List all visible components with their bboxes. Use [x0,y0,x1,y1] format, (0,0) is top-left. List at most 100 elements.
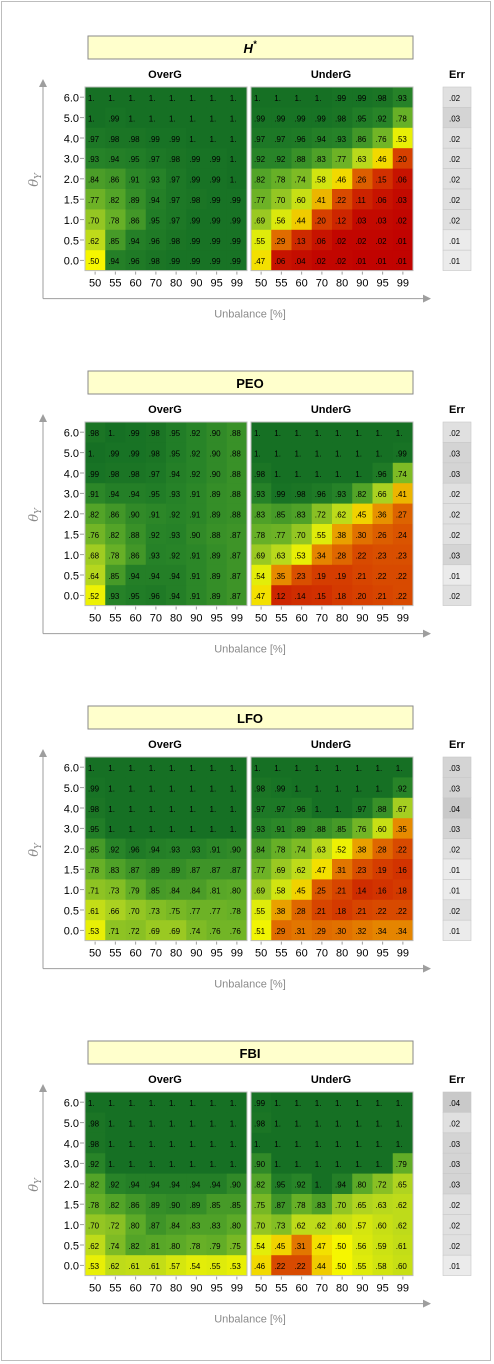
heatmap-cell [186,838,207,860]
heatmap-cell-value: .30 [335,927,347,936]
heatmap-block: PEO OverG UnderG Err θY 6.0 .98 1. .99 .98 .95 .92.… [27,370,472,656]
heatmap-cell-value: 1. [355,1160,362,1169]
heatmap-cell-value: .91 [149,511,161,520]
y-tick-label: 6.0 [64,1098,79,1110]
chart-title: FBI [240,1046,261,1061]
heatmap-cell [352,127,373,149]
heatmap-cell-value: .97 [149,155,161,164]
heatmap-cell [352,879,373,901]
heatmap-cell [332,87,353,108]
y-axis-label: θY [27,507,44,522]
heatmap-cell-value: .96 [376,470,388,479]
err-cell-value: .03 [449,1160,461,1169]
x-tick-label: 90 [356,278,368,290]
heatmap-cell-value: .88 [129,531,141,540]
heatmap-cell-value: .92 [189,470,201,479]
heatmap-cell [85,797,106,819]
heatmap-cell-value: .78 [108,216,120,225]
heatmap-cell-value: .80 [230,1221,242,1230]
heatmap-cell-value: .83 [254,511,266,520]
heatmap-cell-value: 1. [335,449,342,458]
heatmap-cell-value: .96 [149,237,161,246]
err-cell-value: .02 [449,155,461,164]
heatmap-cell-value: .38 [355,846,367,855]
heatmap-cell-value: .63 [274,551,286,560]
heatmap-cell-value: .69 [169,927,181,936]
heatmap-cell-value: .98 [189,196,201,205]
heatmap-cell-value: .97 [274,805,286,814]
heatmap-cell-value: .76 [88,531,100,540]
heatmap-cell-value: .95 [149,490,161,499]
heatmap-cell-value: .63 [376,1201,388,1210]
heatmap-cell-value: .73 [274,1221,286,1230]
heatmap-cell [105,838,126,860]
heatmap-cell-value: .85 [108,237,120,246]
heatmap-cell [311,107,333,129]
heatmap-cell-value: .99 [230,237,242,246]
y-tick-label: 0.5 [64,235,79,247]
heatmap-cell-value: .78 [88,866,100,875]
heatmap-cell-value: .81 [210,886,222,895]
heatmap-cell-value: .99 [129,449,141,458]
x-tick-label: 95 [377,278,389,290]
heatmap-cell-value: .99 [210,216,222,225]
heatmap-block: FBI OverG UnderG Err θY 6.0 1. 1. 1. 1. 1. 1. 1. 1. .9… [27,1040,472,1326]
heatmap-cell [105,1132,126,1154]
heatmap-cell [392,1173,414,1195]
heatmap-cell [125,1234,147,1256]
err-cell-value: .02 [449,490,461,499]
heatmap-cell [311,148,333,169]
heatmap-cell [311,1234,333,1256]
heatmap-cell-value: 1. [254,764,261,773]
heatmap-cell-value: .89 [149,866,161,875]
heatmap-cell [226,899,248,921]
heatmap-cell-value: 1. [149,1140,156,1149]
heatmap-cell [392,442,414,464]
panel-label-underg: UnderG [311,69,351,81]
heatmap-cell [166,1112,187,1134]
heatmap-cell [226,229,248,251]
heatmap-cell [372,585,394,606]
heatmap-cell [166,1092,187,1113]
y-axis-label: θY [27,1177,44,1192]
heatmap-cell [226,1112,248,1134]
heatmap-cell-value: 1. [129,1140,136,1149]
heatmap-cell [226,503,248,525]
heatmap-cell-value: .80 [129,1221,141,1230]
heatmap-cell [85,1194,106,1215]
heatmap-cell-value: 1. [230,825,237,834]
heatmap-cell [251,148,272,169]
heatmap-cell [352,229,373,251]
heatmap-cell [206,1112,228,1134]
heatmap-cell [311,859,333,880]
heatmap-cell [251,1153,272,1174]
heatmap-cell-value: 1. [274,429,281,438]
heatmap-cell [291,524,313,545]
heatmap-cell-value: .70 [335,1201,347,1210]
y-tick-label: 3.0 [64,489,79,501]
heatmap-cell [291,1112,313,1134]
heatmap-cell [311,127,333,149]
heatmap-cell-value: .94 [149,1181,161,1190]
heatmap-cell [271,1194,292,1215]
heatmap-cell [291,777,313,799]
x-tick-label: 70 [150,278,162,290]
heatmap-cell-value: .62 [295,1221,307,1230]
heatmap-cell [105,250,126,271]
x-tick-label: 70 [316,613,328,625]
heatmap-cell-value: 1. [396,1140,403,1149]
heatmap-cell-value: 1. [210,1140,217,1149]
heatmap-cell-value: .12 [274,592,286,601]
heatmap-cell-value: .86 [108,511,120,520]
heatmap-cell-value: .92 [169,511,181,520]
heatmap-cell [332,209,353,231]
heatmap-cell-value: .99 [274,784,286,793]
heatmap-cell [85,422,106,443]
heatmap-cell [372,1092,394,1113]
heatmap-cell [392,777,414,799]
heatmap-cell [206,797,228,819]
heatmap-cell-value: .62 [396,1221,408,1230]
heatmap-cell [125,1194,147,1215]
heatmap-cell [392,168,414,190]
heatmap-cell-value: .99 [88,784,100,793]
